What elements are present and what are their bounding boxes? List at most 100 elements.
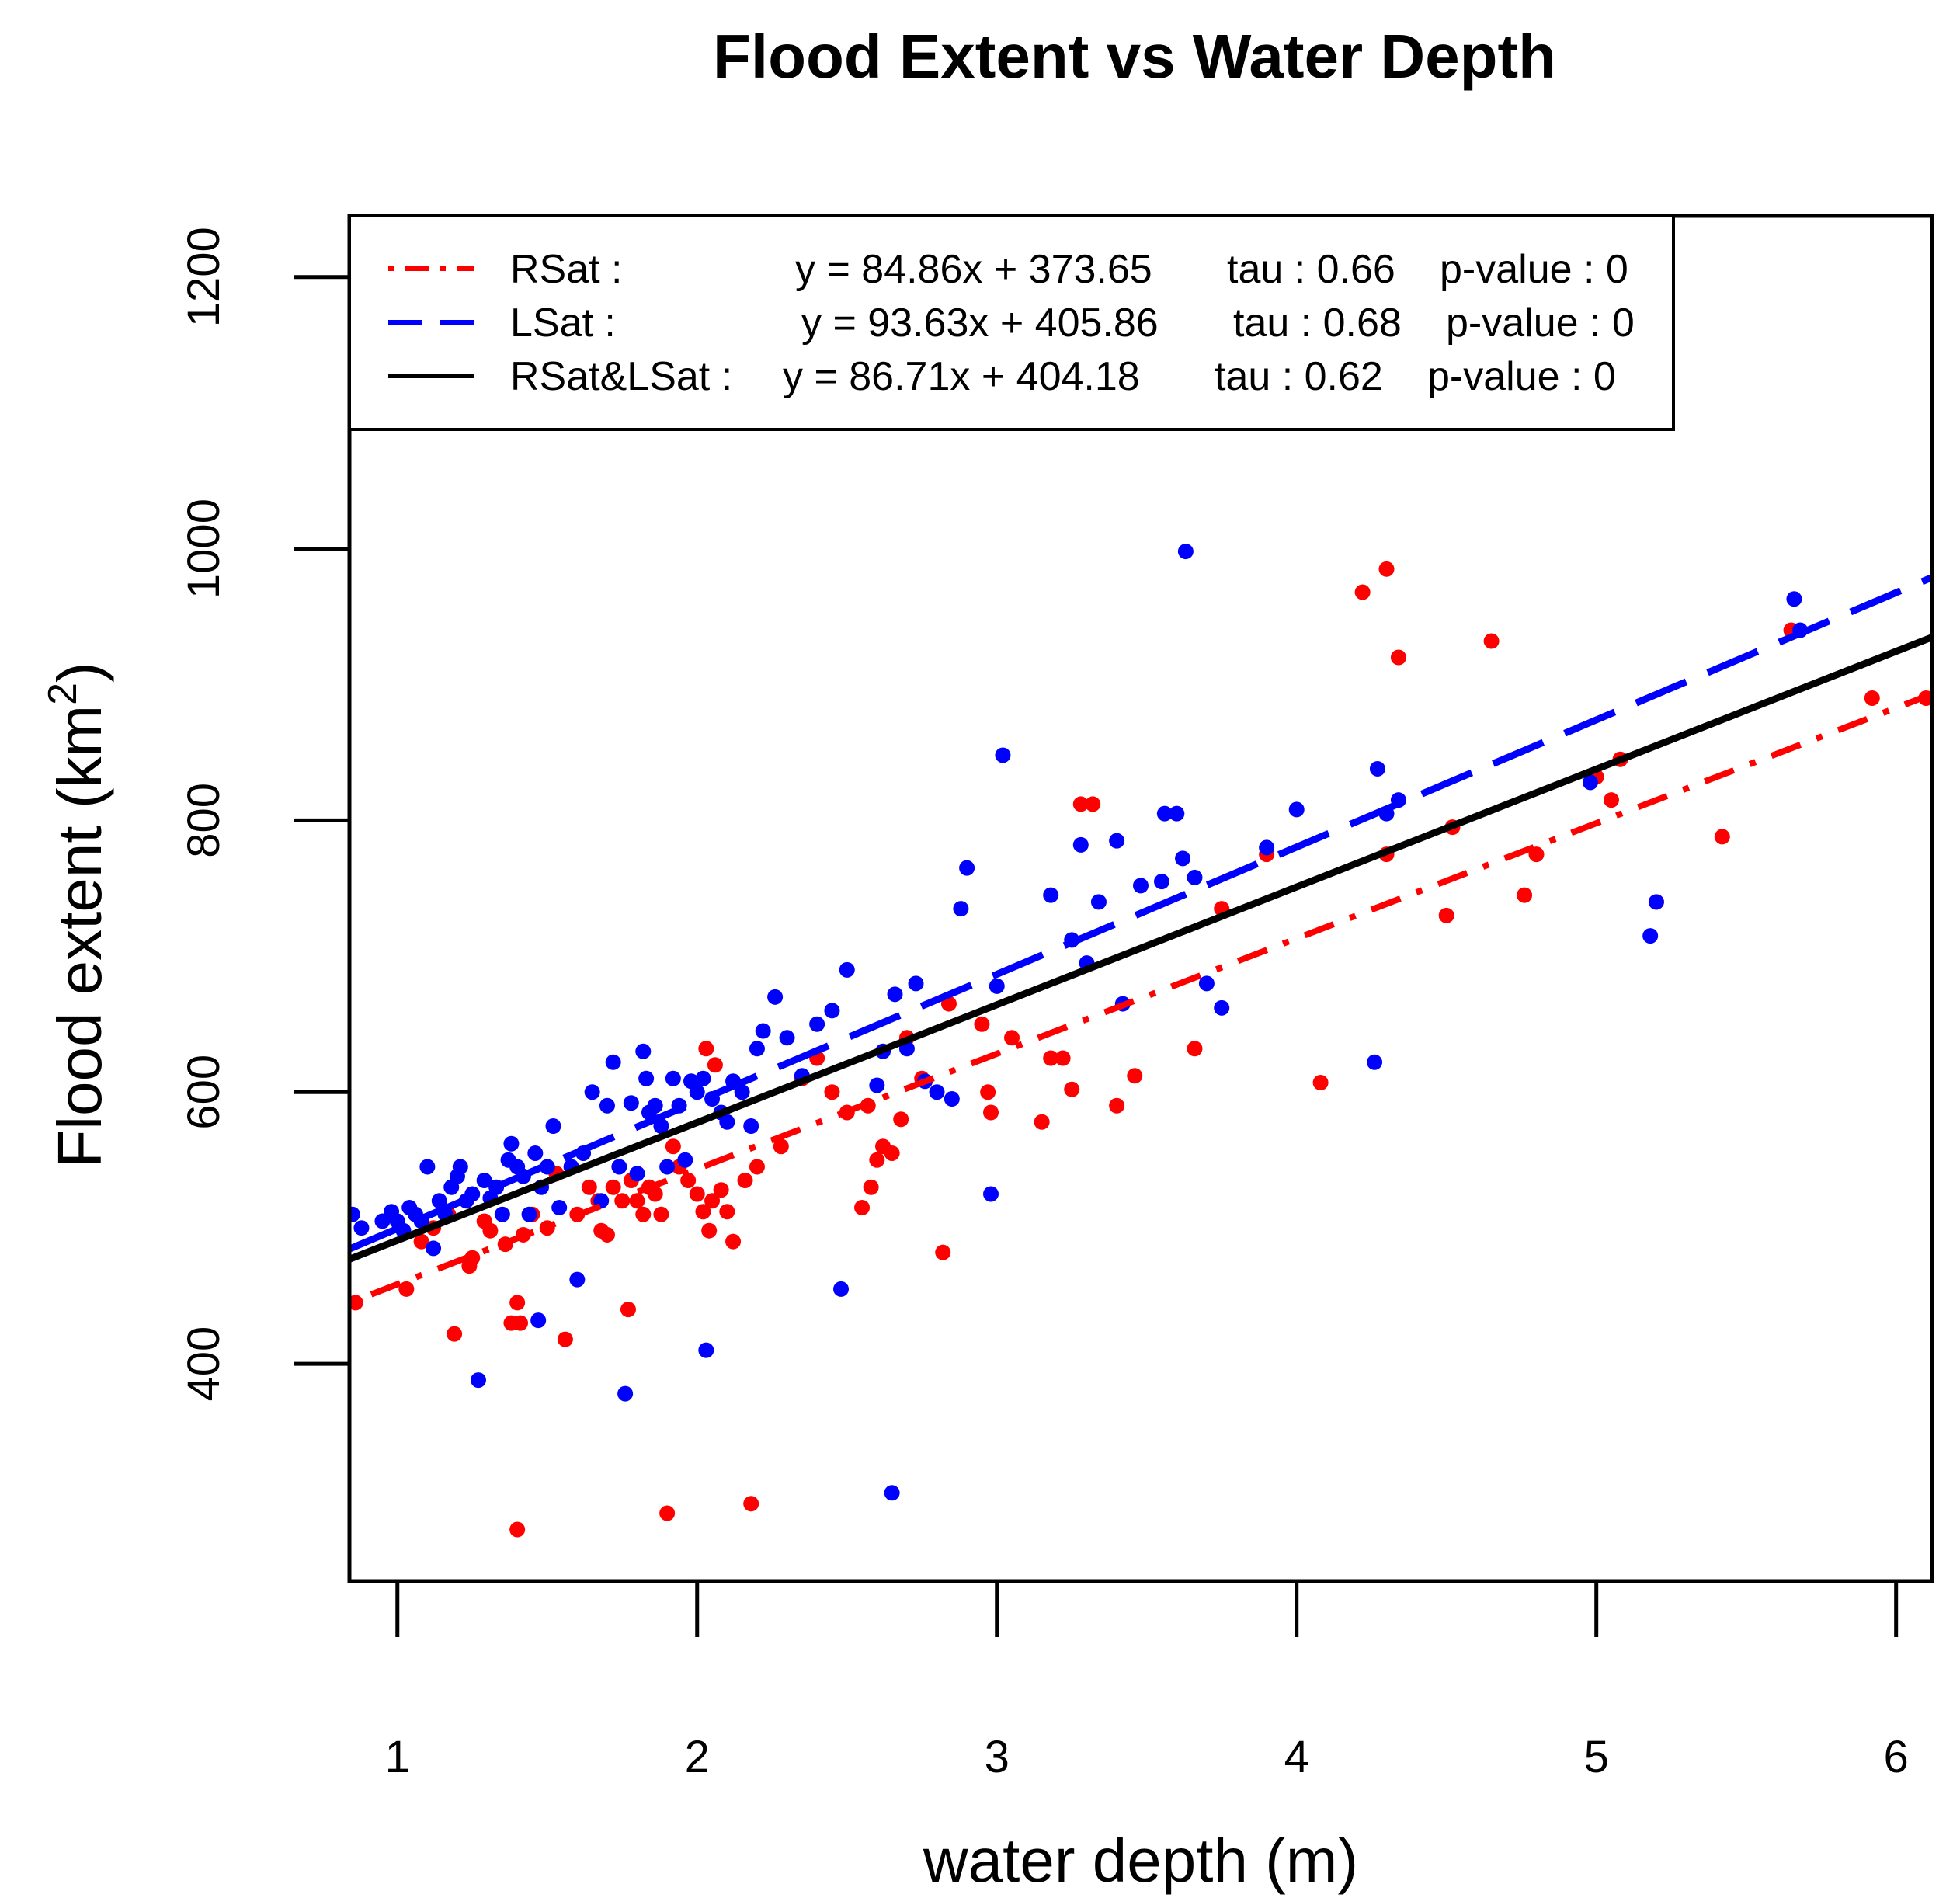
- rsat-point: [1603, 792, 1619, 808]
- rsat-point: [1004, 1030, 1020, 1046]
- x-tick-label: 4: [1284, 1732, 1309, 1782]
- legend-label-rsat: RSat :: [510, 247, 623, 292]
- lsat-point: [677, 1152, 693, 1168]
- rsat-point: [974, 1016, 990, 1032]
- rsat-point: [413, 1233, 429, 1250]
- rsat-point: [698, 1041, 714, 1057]
- lsat-point: [635, 1043, 652, 1059]
- legend-equation-rsat: y = 84.86x + 373.65: [795, 247, 1152, 292]
- legend-label-combined: RSat&LSat :: [510, 354, 732, 399]
- lsat-point: [584, 1084, 600, 1100]
- lsat-point: [419, 1159, 436, 1175]
- y-tick-label: 400: [179, 1326, 229, 1402]
- lsat-point: [953, 901, 969, 917]
- rsat-point: [1864, 690, 1880, 706]
- lsat-point: [349, 1206, 360, 1222]
- lsat-point: [908, 975, 924, 992]
- lsat-point: [530, 1312, 547, 1329]
- rsat-point: [824, 1084, 840, 1100]
- rsat-point: [635, 1206, 652, 1222]
- lsat-point: [779, 1030, 795, 1046]
- lsat-point: [1369, 760, 1385, 777]
- legend: RSat : y = 84.86x + 373.65 tau : 0.66 p-…: [348, 214, 1675, 431]
- rsat-point: [869, 1152, 885, 1168]
- chart-title: Flood Extent vs Water Depth: [713, 22, 1556, 91]
- rsat-point: [743, 1496, 759, 1512]
- rsat-point: [725, 1233, 742, 1250]
- rsat-point: [665, 1138, 681, 1155]
- rsat-point: [773, 1138, 789, 1155]
- lsat-point: [929, 1084, 945, 1100]
- rsat-point: [935, 1244, 951, 1260]
- lsat-point: [944, 1091, 960, 1107]
- rsat-point: [1483, 633, 1500, 649]
- legend-tau-combined: tau : 0.62: [1215, 354, 1383, 399]
- legend-pvalue-lsat: p-value : 0: [1446, 301, 1635, 346]
- rsat-point: [689, 1186, 705, 1202]
- rsat-point: [581, 1179, 597, 1195]
- rsat-point: [893, 1111, 909, 1128]
- rsat-point: [1438, 907, 1454, 923]
- lsat-point: [629, 1166, 645, 1182]
- rsat-point: [749, 1159, 765, 1175]
- rsat-point: [980, 1084, 996, 1100]
- lsat-point: [749, 1041, 765, 1057]
- lsat-point: [1175, 850, 1191, 867]
- lsat-point: [983, 1186, 999, 1202]
- y-axis: 400 600 800 1000 1200: [179, 227, 349, 1402]
- rsat-point: [1085, 796, 1101, 812]
- lsat-point: [698, 1342, 714, 1358]
- lsat-point: [494, 1206, 510, 1222]
- legend-label-lsat: LSat :: [510, 301, 616, 346]
- lsat-point: [1156, 805, 1173, 822]
- lsat-point: [1259, 840, 1275, 856]
- rsat-point: [884, 1145, 900, 1161]
- rsat-point: [707, 1057, 723, 1073]
- lsat-point: [599, 1097, 615, 1114]
- lsat-point: [605, 1054, 621, 1070]
- rsat-point: [653, 1206, 669, 1222]
- lsat-point: [617, 1385, 634, 1402]
- rsat-point: [464, 1250, 481, 1266]
- y-axis-title: Flood extent (km2): [40, 662, 114, 1167]
- rsat-point: [605, 1179, 621, 1195]
- legend-equation-combined: y = 86.71x + 404.18: [783, 354, 1140, 399]
- lsat-point: [1582, 774, 1598, 791]
- rsat-point: [1187, 1041, 1203, 1057]
- lsat-point: [1177, 544, 1194, 560]
- lsat-point: [659, 1159, 676, 1175]
- rsat-point: [509, 1295, 526, 1311]
- lsat-point: [452, 1159, 468, 1175]
- lsat-point: [734, 1084, 750, 1100]
- rsat-point: [701, 1222, 718, 1239]
- rsat-point: [1043, 1050, 1059, 1066]
- x-axis-title: water depth (m): [923, 1826, 1358, 1895]
- x-tick-label: 6: [1884, 1732, 1909, 1782]
- rsat-point: [447, 1326, 463, 1342]
- rsat-point: [863, 1179, 879, 1195]
- rsat-point: [647, 1186, 663, 1202]
- rsat-point: [1109, 1097, 1125, 1114]
- lsat-point: [719, 1114, 735, 1130]
- x-axis: 1 2 3 4 5 6: [385, 1581, 1909, 1782]
- lsat-point: [959, 860, 975, 876]
- lsat-point: [638, 1070, 655, 1086]
- legend-entry-rsat: RSat : y = 84.86x + 373.65 tau : 0.66 p-…: [388, 247, 1628, 292]
- rsat-point: [1378, 561, 1395, 577]
- lsat-point: [470, 1372, 486, 1389]
- lsat-point: [623, 1095, 639, 1111]
- rsat-point: [629, 1193, 645, 1209]
- lsat-point: [887, 986, 903, 1003]
- legend-entry-combined: RSat&LSat : y = 86.71x + 404.18 tau : 0.…: [388, 354, 1616, 399]
- rsat-point: [1055, 1050, 1071, 1066]
- rsat-point: [1517, 887, 1533, 903]
- rsat-point: [599, 1226, 615, 1243]
- x-tick-label: 1: [385, 1732, 410, 1782]
- legend-equation-lsat: y = 93.63x + 405.86: [801, 301, 1159, 346]
- lsat-point: [1786, 591, 1802, 607]
- rsat-point: [1354, 584, 1371, 600]
- rsat-point: [1072, 796, 1089, 812]
- lsat-point: [426, 1240, 442, 1257]
- lsat-point: [653, 1118, 669, 1134]
- lsat-point: [833, 1281, 850, 1297]
